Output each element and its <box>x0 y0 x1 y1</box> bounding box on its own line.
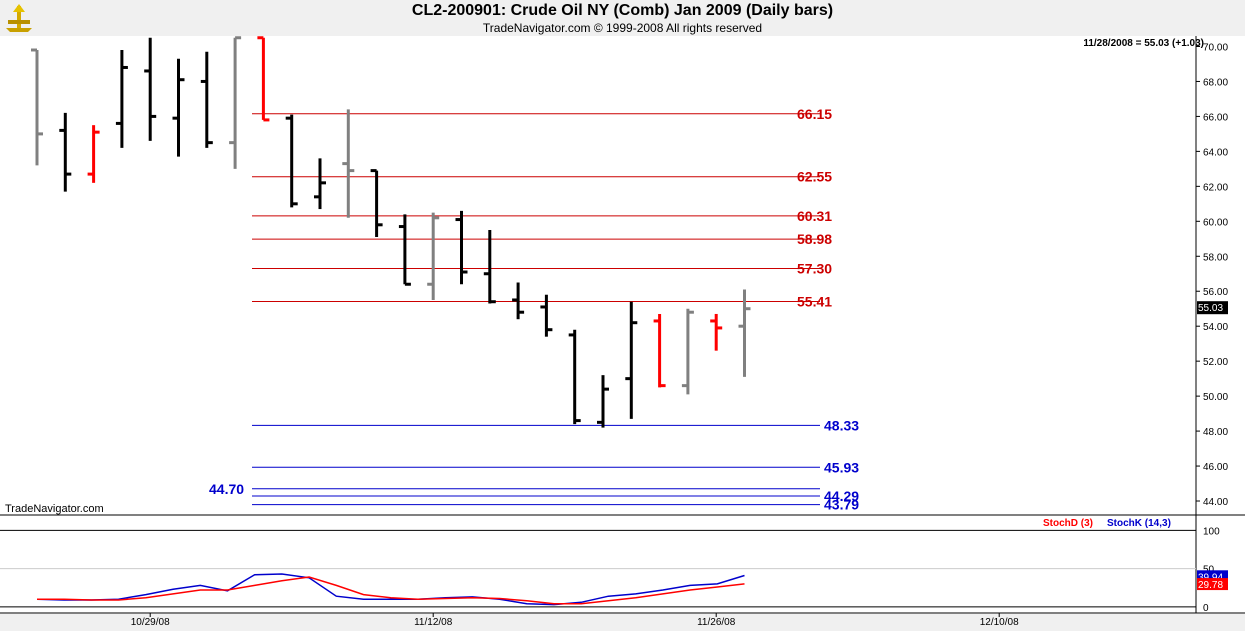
y-tick-label: 58.00 <box>1203 252 1228 263</box>
chart-title: CL2-200901: Crude Oil NY (Comb) Jan 2009… <box>411 2 834 19</box>
ohlc-bar <box>427 212 440 300</box>
ohlc-bar <box>87 125 100 183</box>
stoch-y-tick-label: 100 <box>1203 526 1220 537</box>
level-label: 57.30 <box>797 261 832 277</box>
stoch-series-line <box>37 576 745 605</box>
price-panel <box>0 36 1196 515</box>
ohlc-bar <box>257 36 270 122</box>
last-price-label: 55.03 <box>1198 303 1223 314</box>
y-tick-label: 44.00 <box>1203 497 1228 508</box>
ohlc-bar <box>710 313 723 351</box>
stoch-d-value: 29.78 <box>1198 580 1223 591</box>
ohlc-bar <box>370 169 383 238</box>
price-axis-panel <box>1196 36 1245 613</box>
ohlc-bar <box>625 301 638 419</box>
level-label: 45.93 <box>824 459 859 475</box>
ohlc-bar <box>172 58 185 157</box>
stoch-legend-d: StochD (3) <box>1043 518 1093 529</box>
ohlc-bar <box>285 114 298 208</box>
level-label: 43.79 <box>824 497 859 513</box>
x-tick-label: 11/26/08 <box>697 617 736 628</box>
level-label: 44.70 <box>209 481 244 497</box>
chart-subtitle: TradeNavigator.com © 1999-2008 All right… <box>482 21 763 35</box>
ohlc-bar <box>738 289 751 377</box>
level-label: 44.29 <box>824 488 859 504</box>
ohlc-bar <box>314 158 326 210</box>
ohlc-bar <box>229 36 242 169</box>
ohlc-bar <box>398 214 411 286</box>
stoch-y-tick-label: 0 <box>1203 603 1209 614</box>
stoch-series-line <box>36 573 745 606</box>
y-tick-label: 70.00 <box>1203 42 1228 53</box>
ohlc-bar <box>483 230 496 304</box>
ohlc-bar <box>540 294 553 337</box>
y-tick-label: 46.00 <box>1203 462 1228 473</box>
ohlc-bar <box>31 48 43 166</box>
x-tick-label: 11/12/08 <box>414 617 453 628</box>
y-tick-label: 64.00 <box>1203 147 1228 158</box>
stoch-d-tag <box>1197 578 1228 591</box>
chart-header <box>0 0 1245 36</box>
y-tick-label: 54.00 <box>1203 322 1228 333</box>
y-tick-label: 66.00 <box>1203 112 1228 123</box>
level-label: 48.33 <box>824 417 859 433</box>
ohlc-bar <box>653 313 666 388</box>
ohlc-bar <box>681 308 694 395</box>
ohlc-bar <box>455 210 468 285</box>
y-tick-label: 50.00 <box>1203 392 1228 403</box>
level-label: 60.31 <box>797 208 832 224</box>
ohlc-bar <box>512 282 525 320</box>
x-axis-panel <box>0 614 1245 631</box>
y-tick-label: 60.00 <box>1203 217 1228 228</box>
y-tick-label: 62.00 <box>1203 182 1228 193</box>
watermark: TradeNavigator.com <box>5 503 104 515</box>
ohlc-bar <box>597 375 609 428</box>
level-label: 62.55 <box>797 169 832 185</box>
level-label: 58.98 <box>797 231 832 247</box>
ohlc-bar <box>144 37 157 141</box>
stoch-y-tick-label: 50 <box>1203 565 1215 576</box>
level-label: 66.15 <box>797 106 832 122</box>
y-tick-label: 56.00 <box>1203 287 1228 298</box>
price-readout: 11/28/2008 = 55.03 (+1.03) <box>1083 38 1204 49</box>
ohlc-bar <box>342 109 355 218</box>
y-tick-label: 68.00 <box>1203 77 1228 88</box>
ohlc-bar <box>200 51 213 148</box>
stoch-k-value: 39.94 <box>1198 572 1223 583</box>
y-tick-label: 52.00 <box>1203 357 1228 368</box>
ohlc-bar <box>568 329 581 425</box>
stoch-legend-k: StochK (14,3) <box>1107 518 1171 529</box>
ohlc-bar <box>59 112 72 192</box>
last-price-tag <box>1197 301 1228 315</box>
x-tick-label: 10/29/08 <box>131 617 170 628</box>
y-tick-label: 48.00 <box>1203 427 1228 438</box>
ohlc-bar <box>115 49 128 148</box>
level-label: 55.41 <box>797 294 832 310</box>
x-tick-label: 12/10/08 <box>980 617 1019 628</box>
trade-navigator-logo-icon <box>6 4 32 32</box>
